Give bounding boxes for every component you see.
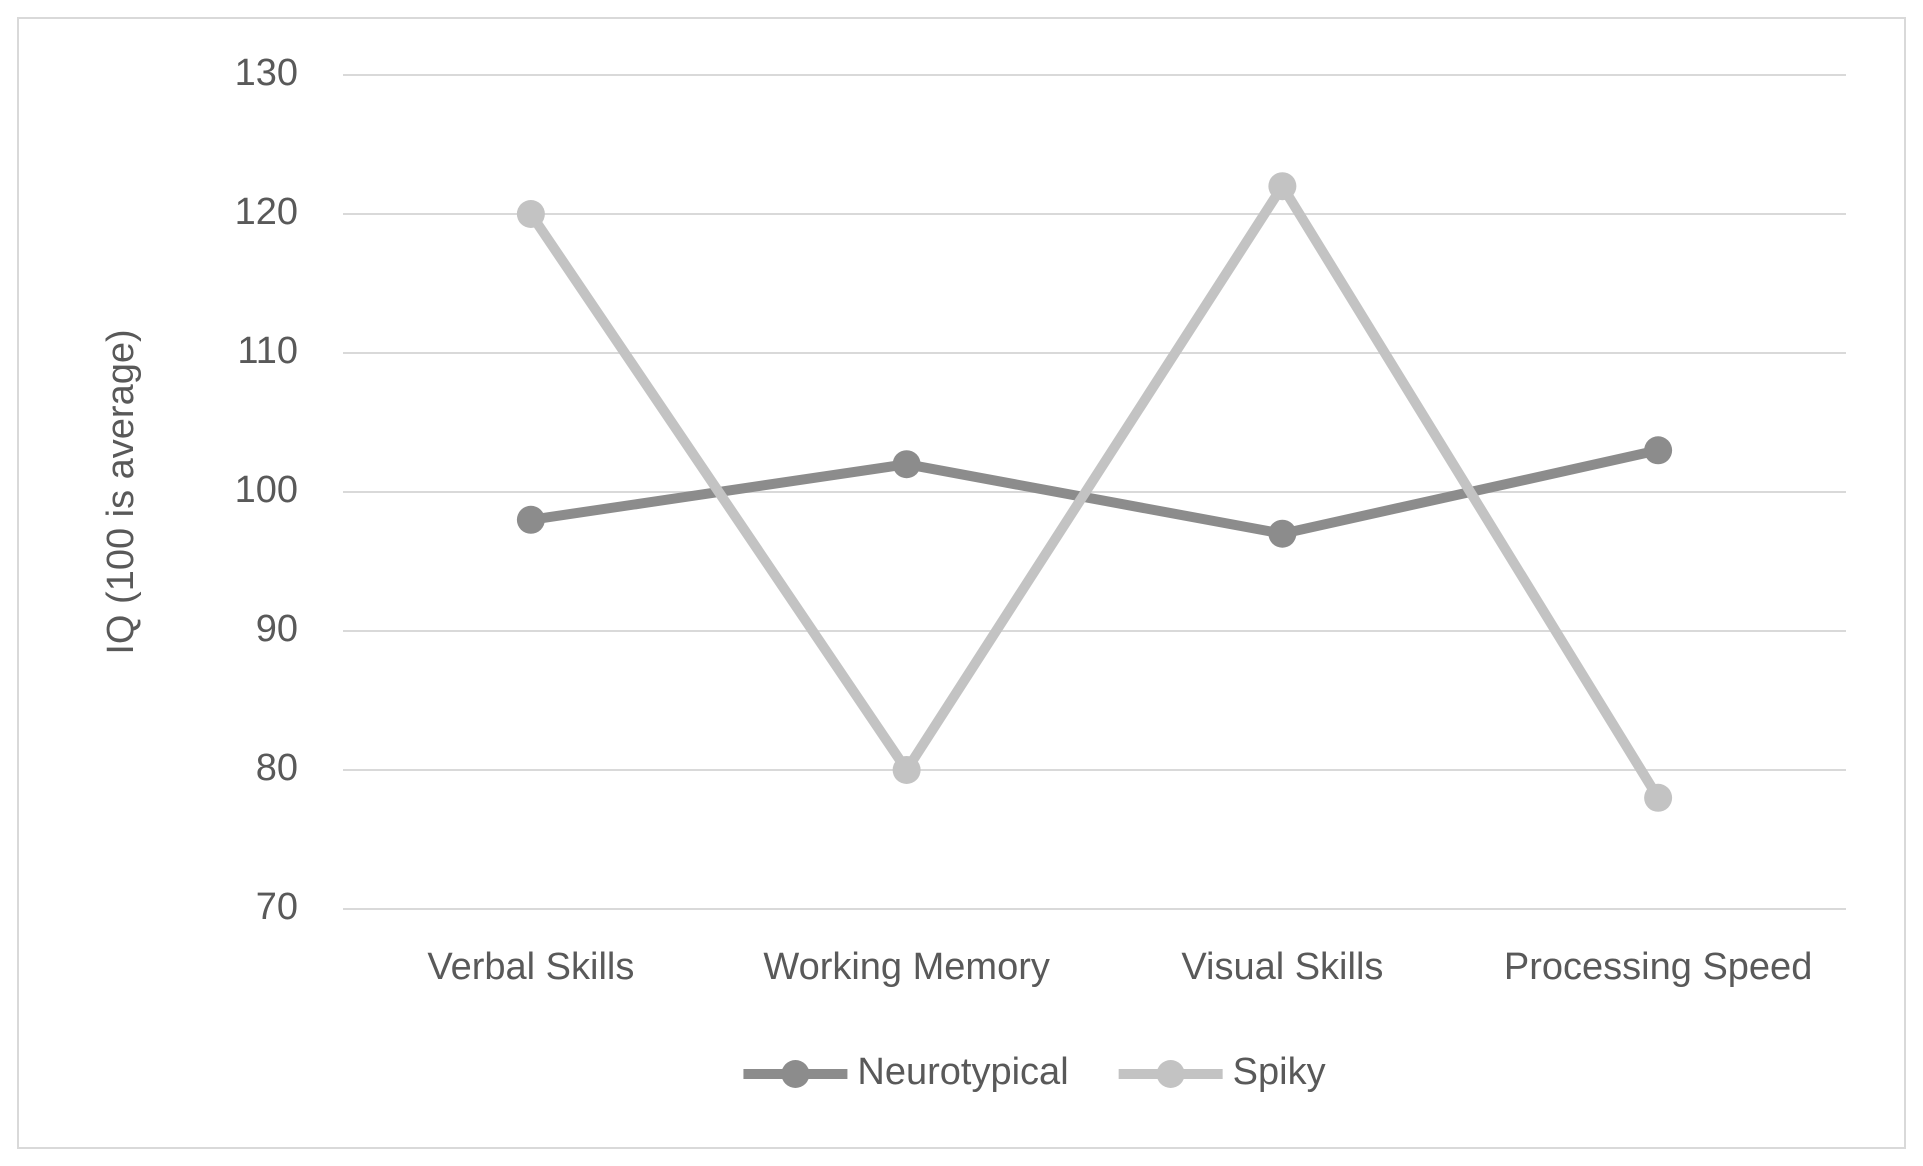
point-marker (892, 756, 921, 784)
y-tick-label: 100 (235, 469, 298, 511)
x-tick-label: Visual Skills (1181, 946, 1383, 988)
point-marker (1268, 172, 1297, 201)
x-tick-label: Working Memory (763, 946, 1049, 988)
y-axis-label: IQ (100 is average) (100, 329, 142, 654)
x-tick-label: Processing Speed (1504, 946, 1812, 988)
chart-frame (17, 17, 1906, 1149)
point-marker (516, 505, 545, 534)
y-tick-label: 130 (235, 52, 298, 94)
point-marker (1644, 436, 1673, 465)
y-tick-label: 80 (256, 747, 298, 789)
y-tick-label: 120 (235, 191, 298, 233)
point-marker (1268, 519, 1297, 548)
x-tick-label: Verbal Skills (427, 946, 634, 988)
y-tick-label: 70 (256, 886, 298, 928)
y-tick-label: 90 (256, 608, 298, 650)
point-marker (1644, 783, 1673, 812)
point-marker (892, 450, 921, 479)
series-line (526, 181, 1663, 801)
legend-marker (781, 1060, 810, 1088)
legend-label: Spiky (1233, 1051, 1326, 1093)
y-tick-label: 110 (237, 330, 298, 372)
point-marker (516, 200, 545, 228)
legend-label: Neurotypical (857, 1051, 1068, 1093)
legend-marker (1156, 1060, 1185, 1088)
legend: Neurotypical Spiky (743, 1051, 1326, 1093)
